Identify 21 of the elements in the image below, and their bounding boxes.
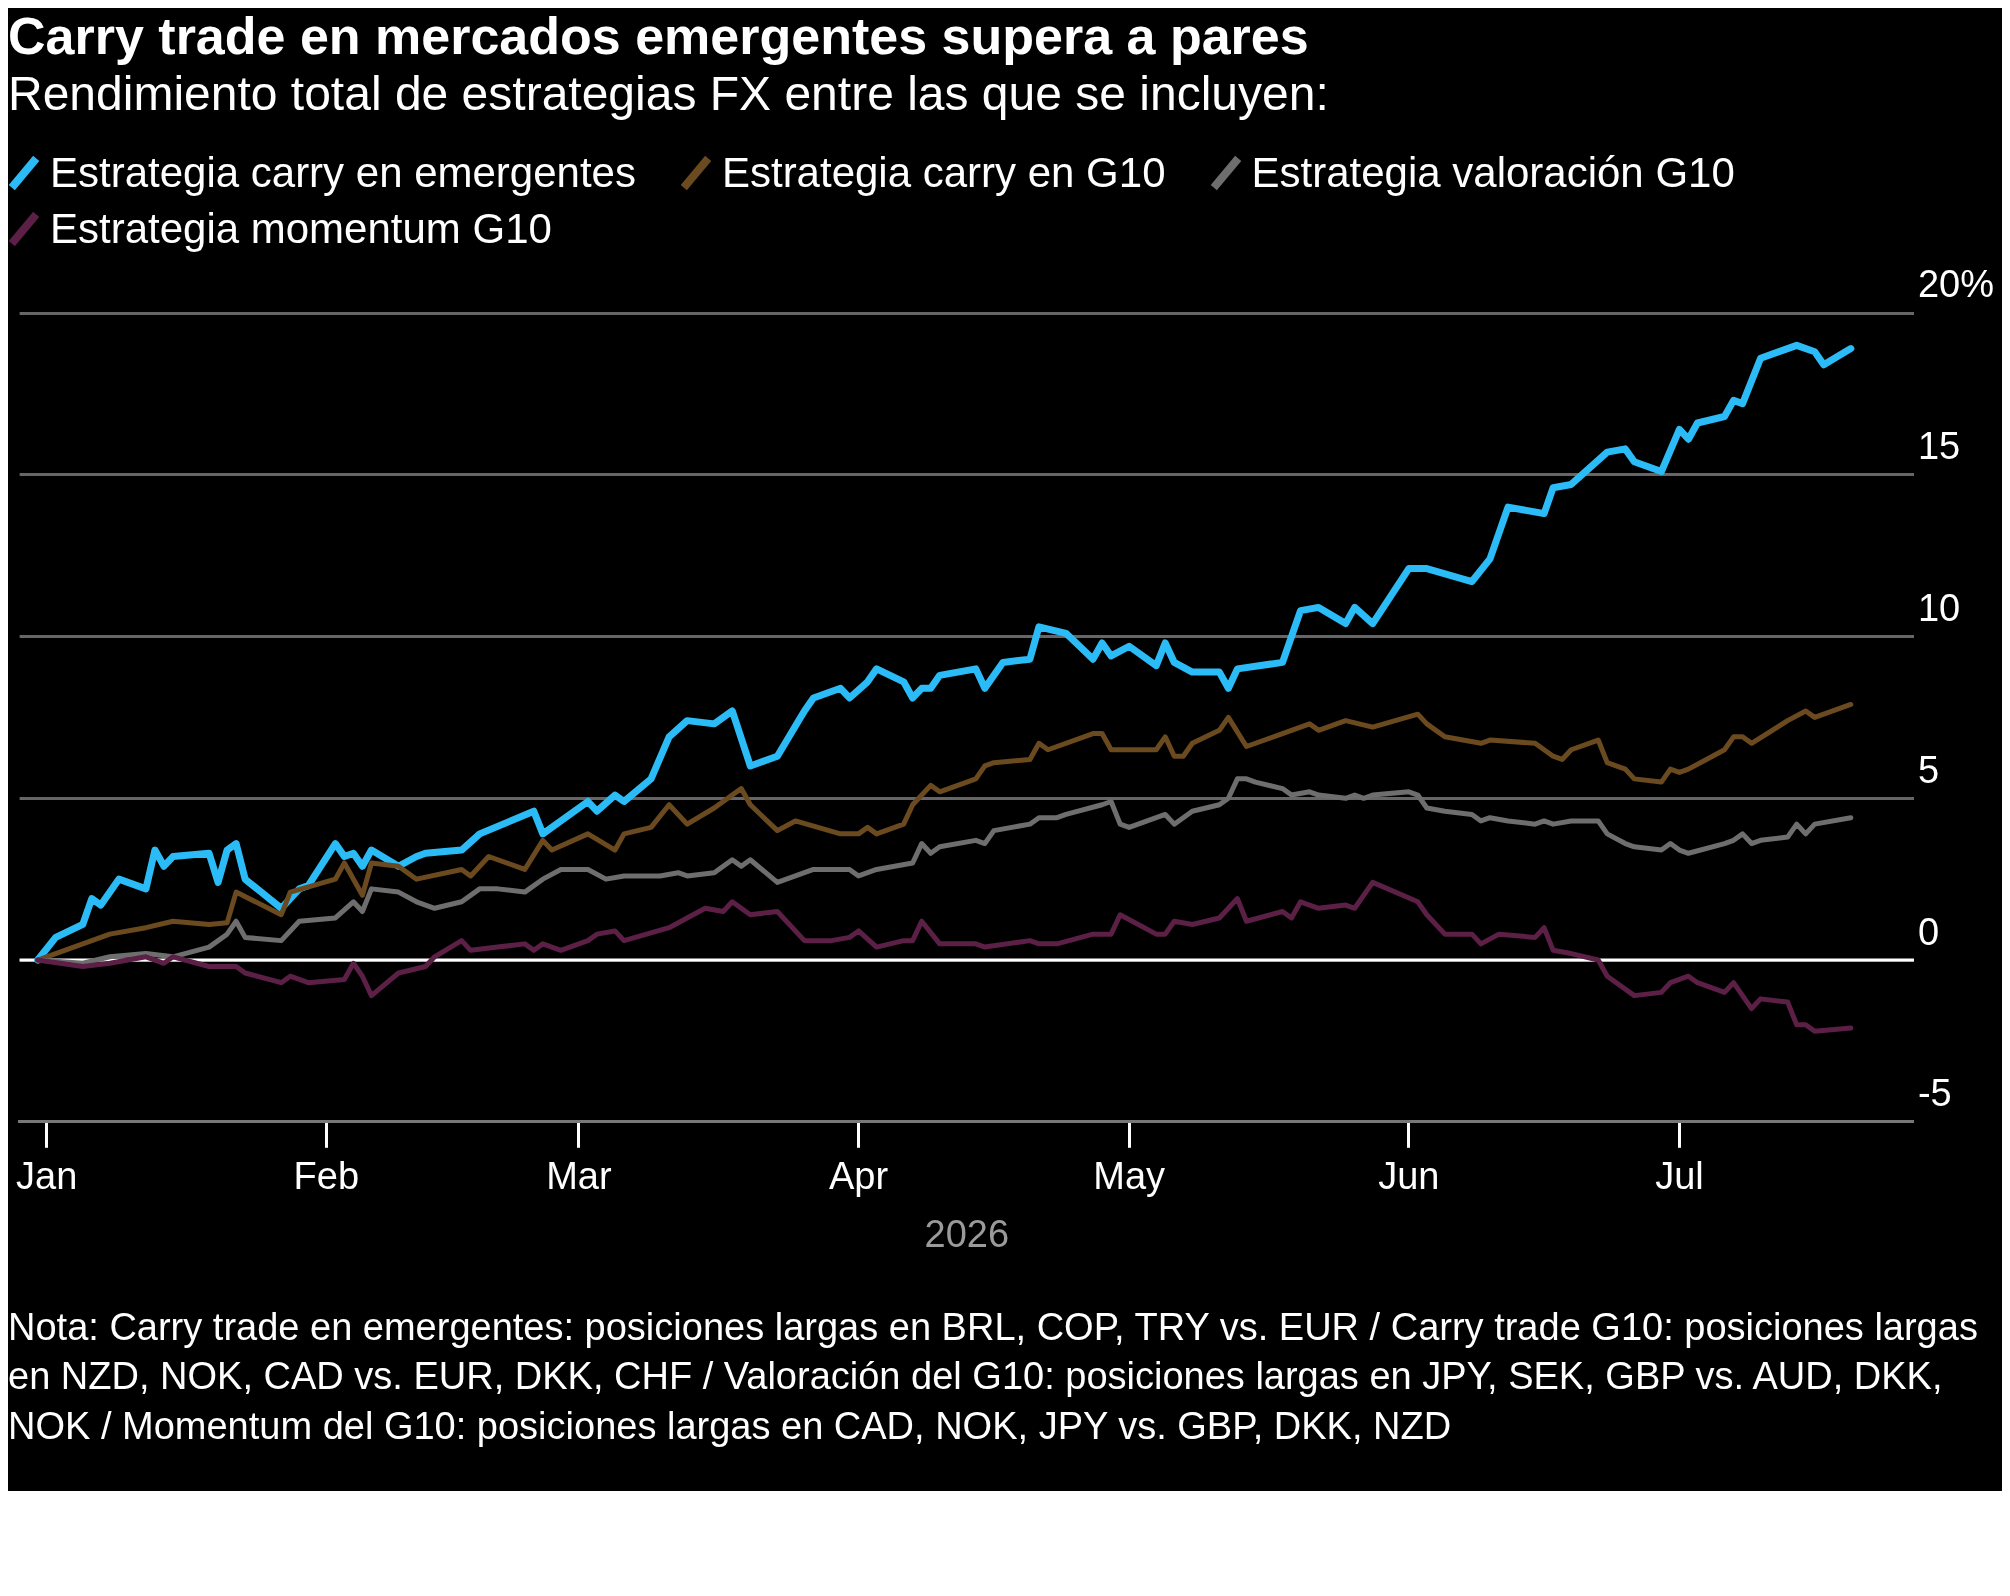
legend-label: Estrategia momentum G10 (50, 204, 552, 253)
x-tick-label: Jun (1378, 1154, 1440, 1197)
x-tick-label: Apr (828, 1154, 889, 1197)
y-tick-label: 0 (1917, 910, 1940, 953)
legend-label: Estrategia carry en G10 (721, 148, 1166, 197)
y-tick-label: 15 (1917, 425, 1961, 468)
y-tick-label: 10 (1917, 586, 1961, 629)
chart-subtitle: Rendimiento total de estrategias FX entre las que se incluyen: (8, 66, 1330, 123)
legend-label: Estrategia carry en emergentes (50, 148, 636, 197)
legend-label: Estrategia valoración G10 (1251, 148, 1735, 197)
x-axis-title: 2026 (924, 1212, 1010, 1255)
x-tick-label: Jul (1655, 1154, 1704, 1197)
y-tick-label: 20% (1917, 263, 1995, 306)
x-tick-label: Mar (546, 1154, 612, 1197)
x-tick-label: Feb (293, 1154, 360, 1197)
chart-title: Carry trade en mercados emergentes supera a pares (8, 7, 1310, 66)
x-tick-label: May (1093, 1154, 1166, 1197)
y-tick-label: 5 (1917, 748, 1940, 791)
text: Nota: Carry trade en emergentes: posiciones largas en BRL, COP, TRY vs. EUR / Carry trade G10: posiciones largas en NZD, NOK, CAD vs. EUR, DKK, CHF / Valoración del G10: posiciones largas en JPY, SEK, GBP vs. AUD, DKK, NOK / Momentum del G10: posiciones largas en CAD, NOK, JPY vs. GBP, DKK, NZD (8, 1304, 1979, 1449)
y-tick-label: -5 (1917, 1072, 1952, 1115)
x-tick-label: Jan (16, 1154, 78, 1197)
